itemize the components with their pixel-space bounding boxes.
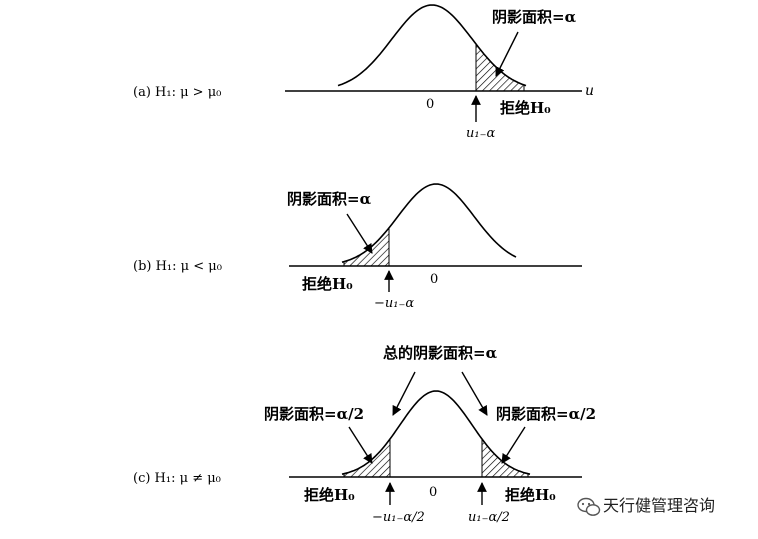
panel-b: (b) H₁: μ < μ₀ 0 阴影面积=α −u₁₋α 拒绝H₀ — [133, 183, 582, 311]
panel-c-label: (c) H₁: μ ≠ μ₀ — [133, 471, 221, 486]
panel-b-rejection-region — [343, 226, 390, 267]
panel-c-total-right-arrow — [461, 371, 488, 416]
panel-a-axis-variable: u — [585, 83, 594, 99]
panel-c-right-critical-value: u₁₋α/2 — [468, 510, 510, 525]
panel-c-left-rejection-region — [343, 437, 391, 478]
panel-a-label: (a) H₁: μ > μ₀ — [133, 85, 221, 100]
panel-c-right-reject-label: 拒绝H₀ — [505, 486, 556, 504]
panel-a-zero-tick: 0 — [426, 97, 434, 112]
panel-c-left-shade-label: 阴影面积=α/2 — [264, 405, 364, 423]
panel-c-left-shade-arrow — [348, 426, 373, 464]
panel-b-reject-label: 拒绝H₀ — [302, 275, 353, 293]
panel-a-shade-label: 阴影面积=α — [492, 8, 577, 26]
panel-a: (a) H₁: μ > μ₀ u 0 阴影面积=α u₁₋α 拒绝H₀ — [133, 4, 594, 141]
wechat-icon — [577, 497, 601, 516]
panel-a-reject-label: 拒绝H₀ — [500, 99, 551, 117]
panel-c-right-shade-arrow — [501, 426, 526, 464]
panel-b-critical-value: −u₁₋α — [374, 296, 414, 311]
panel-c: (c) H₁: μ ≠ μ₀ 0 总的阴影面积=α 阴影面积=α/2 阴影面积=… — [133, 344, 596, 525]
watermark-text: 天行健管理咨询 — [603, 496, 715, 515]
panel-c-total-label: 总的阴影面积=α — [383, 344, 498, 362]
panel-a-critical-value: u₁₋α — [466, 126, 495, 141]
panel-c-total-left-arrow — [392, 371, 416, 416]
panel-b-zero-tick: 0 — [430, 272, 438, 287]
panel-a-shade-arrow — [495, 31, 519, 77]
panel-b-shade-arrow — [346, 213, 373, 254]
panel-b-shade-label: 阴影面积=α — [287, 190, 372, 208]
panel-c-left-critical-value: −u₁₋α/2 — [372, 510, 425, 525]
panel-c-zero-tick: 0 — [429, 485, 437, 500]
panel-c-right-shade-label: 阴影面积=α/2 — [496, 405, 596, 423]
panel-b-label: (b) H₁: μ < μ₀ — [133, 259, 222, 274]
watermark: 天行健管理咨询 — [577, 496, 715, 516]
panel-c-left-reject-label: 拒绝H₀ — [304, 486, 355, 504]
